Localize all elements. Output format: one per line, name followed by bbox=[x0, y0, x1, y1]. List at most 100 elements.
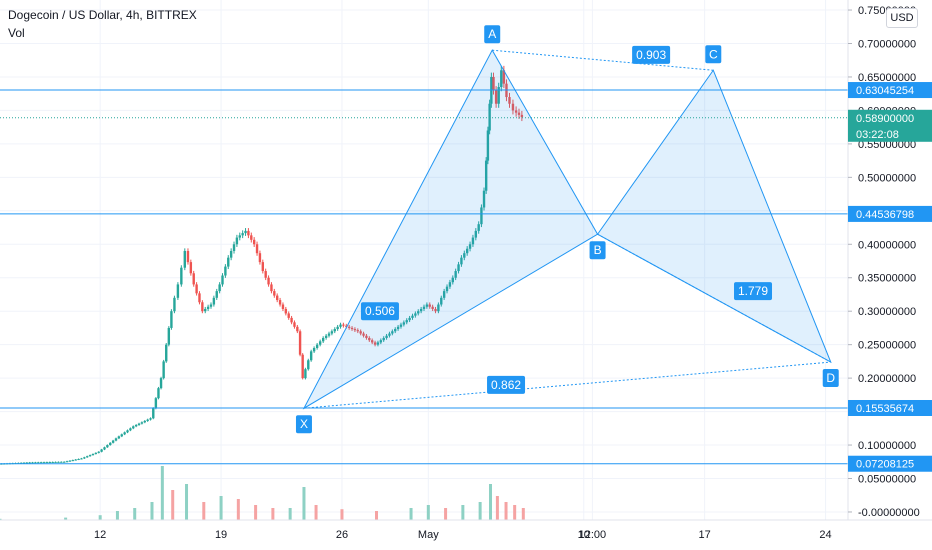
volume-bar bbox=[314, 505, 318, 520]
y-tick-label: -0.00000000 bbox=[858, 507, 920, 519]
pattern-point-a: A bbox=[484, 25, 501, 44]
candle-body bbox=[45, 462, 49, 464]
candle-body bbox=[232, 244, 236, 251]
candle-body bbox=[270, 284, 273, 292]
pattern-point-label: A bbox=[488, 27, 496, 41]
candle-body bbox=[281, 304, 285, 309]
y-tick-label: 0.70000000 bbox=[858, 39, 916, 51]
candle-body bbox=[25, 462, 29, 464]
candle-body bbox=[39, 462, 43, 464]
x-tick-label: 19 bbox=[215, 529, 227, 541]
candle-body bbox=[437, 304, 440, 312]
chart-title: Dogecoin / US Dollar, 4h, BITTREX bbox=[8, 8, 197, 22]
candle-body bbox=[252, 239, 256, 245]
candle-body bbox=[146, 419, 149, 421]
candle-body bbox=[382, 337, 385, 341]
candle-body bbox=[227, 257, 230, 267]
candle-body bbox=[411, 315, 414, 318]
candle-body bbox=[312, 348, 316, 352]
y-tick-label: 0.40000000 bbox=[858, 239, 916, 251]
candle-body bbox=[206, 306, 210, 309]
volume-bar bbox=[64, 517, 68, 520]
current-price-value: 0.58900000 bbox=[856, 113, 914, 125]
candle-body bbox=[114, 438, 118, 441]
candle-body bbox=[83, 457, 86, 459]
harmonic-triangle-xab bbox=[302, 49, 599, 410]
candle-body bbox=[477, 224, 480, 231]
candle-body bbox=[152, 408, 155, 419]
candle-body bbox=[290, 317, 293, 323]
candle-body bbox=[91, 453, 95, 456]
candle-body bbox=[405, 320, 408, 323]
candle-body bbox=[445, 286, 449, 292]
candle-body bbox=[494, 90, 498, 104]
ratio-label-bg bbox=[487, 375, 526, 394]
candle-body bbox=[385, 335, 388, 338]
pattern-point-label: C bbox=[709, 47, 718, 61]
candle-body bbox=[327, 333, 331, 336]
volume-bar bbox=[521, 508, 525, 520]
price-tag-bg bbox=[848, 82, 932, 99]
x-tick-label: 17 bbox=[699, 529, 711, 541]
candle-body bbox=[28, 462, 31, 464]
x-tick-label: 12 bbox=[94, 529, 106, 541]
candle-body bbox=[339, 324, 342, 327]
volume-bar bbox=[513, 505, 517, 520]
ratio-line-ac bbox=[492, 49, 714, 71]
candle-body bbox=[71, 460, 75, 462]
current-price-countdown: 03:22:08 bbox=[856, 129, 899, 141]
candle-body bbox=[212, 297, 216, 305]
candle-body bbox=[100, 449, 103, 452]
candle-body bbox=[106, 445, 109, 448]
volume-bar bbox=[461, 505, 465, 520]
volume-bar bbox=[219, 496, 223, 520]
volume-bar bbox=[488, 484, 492, 520]
candle-body bbox=[215, 291, 218, 298]
candle-body bbox=[434, 308, 437, 312]
candle-body bbox=[414, 313, 417, 316]
y-tick-label: 0.35000000 bbox=[858, 273, 916, 285]
candle-body bbox=[267, 277, 270, 285]
currency-button[interactable]: USD bbox=[886, 8, 918, 28]
price-tag-text: 0.44536798 bbox=[856, 209, 914, 221]
candle-body bbox=[189, 262, 193, 274]
candle-body bbox=[273, 291, 276, 296]
candle-body bbox=[34, 462, 37, 464]
candle-body bbox=[54, 461, 57, 463]
candle-body bbox=[296, 326, 299, 332]
x-tick-label: 12:00 bbox=[579, 529, 607, 541]
price-tag-text: 0.15535674 bbox=[856, 403, 914, 415]
volume-bar bbox=[271, 508, 275, 520]
volume-bar bbox=[375, 511, 379, 520]
candle-body bbox=[154, 398, 158, 409]
candle-body bbox=[309, 351, 313, 361]
candle-body bbox=[221, 275, 224, 285]
candle-body bbox=[517, 112, 521, 115]
candle-body bbox=[201, 302, 204, 312]
y-tick-label: 0.50000000 bbox=[858, 172, 916, 184]
candle-body bbox=[399, 324, 403, 327]
price-tag-bg bbox=[848, 455, 932, 472]
candle-body bbox=[451, 277, 454, 283]
volume-bar bbox=[0, 518, 2, 520]
candle-body bbox=[264, 271, 267, 278]
pattern-point-label: X bbox=[300, 417, 308, 431]
candle-body bbox=[123, 432, 126, 435]
pattern-point-bg bbox=[589, 241, 606, 260]
pattern-point-b: B bbox=[589, 241, 606, 260]
candle-body bbox=[315, 344, 319, 349]
candle-body bbox=[80, 458, 83, 460]
candle-body bbox=[460, 257, 463, 265]
x-tick-label: May bbox=[418, 529, 439, 541]
candle-body bbox=[301, 354, 304, 379]
candle-body bbox=[484, 160, 488, 191]
candle-body bbox=[350, 327, 354, 330]
candle-body bbox=[278, 300, 282, 305]
candle-body bbox=[500, 70, 503, 88]
candle-body bbox=[126, 430, 129, 433]
volume-bar bbox=[150, 502, 154, 520]
volume-bar bbox=[409, 508, 413, 520]
candle-body bbox=[359, 331, 362, 334]
volume-bar bbox=[115, 511, 119, 520]
